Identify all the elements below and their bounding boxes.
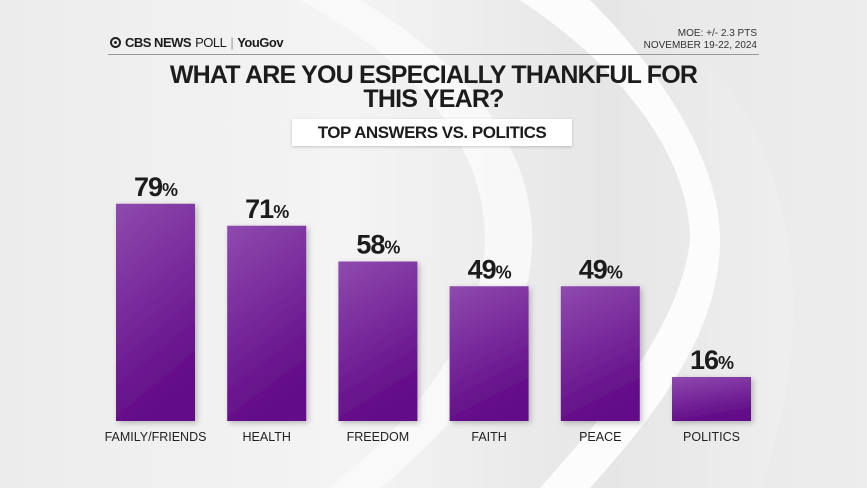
brand-suffix: POLL: [195, 35, 227, 50]
chart-subtitle: TOP ANSWERS VS. POLITICS: [292, 119, 572, 146]
bar-freedom: [338, 261, 418, 421]
poll-meta: MOE: +/- 2.3 PTS NOVEMBER 19-22, 2024: [644, 28, 757, 52]
cbs-yougov-logo: CBS NEWS POLL | YouGov: [110, 35, 284, 50]
category-label: FAITH: [471, 430, 506, 444]
cbs-eye-icon: [110, 37, 121, 48]
logo-separator: |: [230, 35, 234, 50]
category-label: FREEDOM: [347, 430, 410, 444]
partner: YouGov: [237, 35, 284, 50]
bar-family-friends: [116, 203, 195, 421]
data-label: 79%: [134, 172, 178, 202]
category-label: HEALTH: [243, 430, 291, 444]
header-divider: [108, 54, 759, 55]
data-label: 49%: [579, 254, 623, 284]
data-label: 16%: [690, 345, 734, 375]
brand: CBS NEWS: [125, 35, 192, 50]
data-label: 71%: [245, 194, 289, 224]
bar-health: [227, 225, 307, 421]
category-label: POLITICS: [683, 430, 740, 444]
bar-politics: [672, 377, 751, 421]
category-label: PEACE: [579, 430, 621, 444]
data-label: 58%: [356, 230, 400, 260]
data-label: 49%: [468, 254, 512, 284]
category-label: FAMILY/FRIENDS: [105, 430, 207, 444]
poll-dates: NOVEMBER 19-22, 2024: [643, 40, 757, 51]
moe: MOE: +/- 2.3 PTS: [677, 28, 757, 39]
bar-peace: [560, 286, 640, 421]
chart-title-line-2: THIS YEAR?: [363, 85, 504, 113]
chart-title: WHAT ARE YOU ESPECIALLY THANKFUL FOR THI…: [0, 61, 867, 113]
chart-title-line-1: WHAT ARE YOU ESPECIALLY THANKFUL FOR: [169, 61, 698, 89]
bar-faith: [449, 286, 529, 421]
